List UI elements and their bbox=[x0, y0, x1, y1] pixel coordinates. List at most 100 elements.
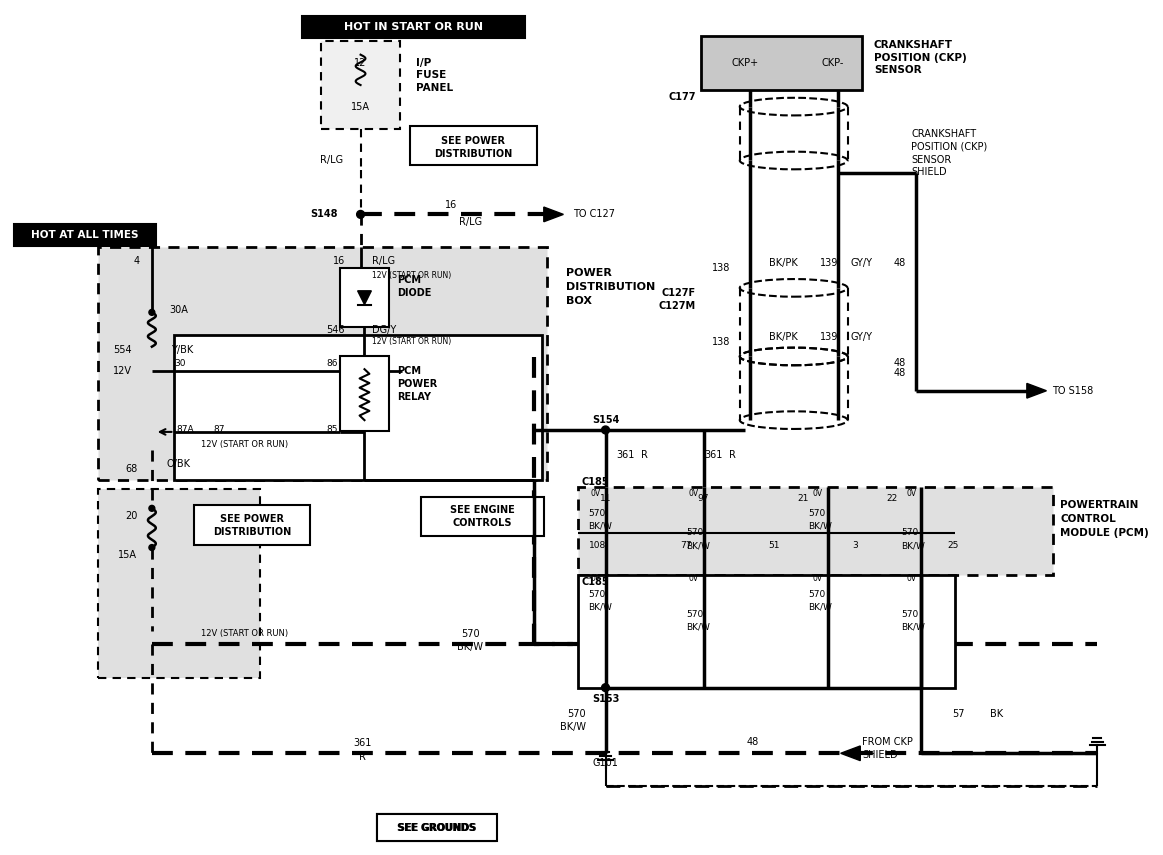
Text: 570: 570 bbox=[686, 610, 704, 619]
Text: S153: S153 bbox=[592, 694, 619, 705]
Text: 570: 570 bbox=[461, 628, 479, 639]
Text: 0V: 0V bbox=[906, 489, 916, 498]
Text: SEE POWER: SEE POWER bbox=[220, 514, 284, 524]
Bar bbox=[98, 489, 259, 678]
Text: 0V: 0V bbox=[591, 575, 600, 583]
Text: RELAY: RELAY bbox=[397, 392, 430, 402]
Text: DISTRIBUTION: DISTRIBUTION bbox=[566, 282, 656, 292]
Text: GY/Y: GY/Y bbox=[850, 258, 872, 268]
Text: 48: 48 bbox=[893, 258, 906, 268]
Text: BK/W: BK/W bbox=[808, 603, 833, 612]
Bar bbox=[14, 224, 156, 245]
Text: 30: 30 bbox=[174, 359, 186, 368]
Text: 139: 139 bbox=[820, 332, 839, 342]
Text: BOX: BOX bbox=[566, 296, 592, 305]
Text: 16: 16 bbox=[333, 256, 345, 267]
Text: 139: 139 bbox=[820, 258, 839, 268]
Text: 3: 3 bbox=[852, 541, 858, 550]
Text: 570: 570 bbox=[901, 528, 919, 537]
Text: BK/W: BK/W bbox=[587, 522, 612, 530]
Text: 87: 87 bbox=[214, 426, 226, 434]
Text: S148: S148 bbox=[311, 209, 338, 220]
Text: 361: 361 bbox=[704, 451, 722, 461]
Text: C185: C185 bbox=[582, 477, 608, 486]
Text: 570: 570 bbox=[568, 709, 586, 719]
Text: 22: 22 bbox=[886, 494, 898, 503]
Text: 16: 16 bbox=[444, 199, 457, 209]
Text: DISTRIBUTION: DISTRIBUTION bbox=[213, 527, 291, 537]
Text: 12V (START OR RUN): 12V (START OR RUN) bbox=[201, 629, 288, 638]
Text: 30A: 30A bbox=[170, 305, 188, 315]
Text: BK/W: BK/W bbox=[808, 522, 833, 530]
Text: 57: 57 bbox=[952, 709, 965, 719]
Text: HOT AT ALL TIMES: HOT AT ALL TIMES bbox=[30, 230, 138, 240]
Polygon shape bbox=[1027, 383, 1047, 398]
Text: 51: 51 bbox=[769, 541, 780, 550]
Bar bbox=[377, 814, 497, 841]
Text: C127F: C127F bbox=[662, 288, 695, 298]
Text: BK/W: BK/W bbox=[559, 722, 586, 732]
Text: PANEL: PANEL bbox=[416, 83, 454, 93]
Text: BK/W: BK/W bbox=[457, 642, 484, 652]
Circle shape bbox=[357, 210, 364, 218]
Text: TO C127: TO C127 bbox=[573, 209, 615, 220]
Circle shape bbox=[601, 426, 609, 433]
Text: FROM CKP: FROM CKP bbox=[862, 736, 913, 746]
Text: SEE ENGINE: SEE ENGINE bbox=[450, 505, 514, 516]
Text: 97: 97 bbox=[698, 494, 709, 503]
Text: 48: 48 bbox=[893, 369, 906, 378]
Text: CONTROL: CONTROL bbox=[1061, 514, 1116, 524]
Circle shape bbox=[149, 310, 155, 315]
Text: BK/W: BK/W bbox=[686, 541, 709, 550]
Text: 570: 570 bbox=[808, 509, 826, 518]
Text: 138: 138 bbox=[712, 263, 730, 274]
Text: DIODE: DIODE bbox=[397, 288, 431, 298]
Bar bbox=[340, 357, 388, 431]
Text: BK/PK: BK/PK bbox=[769, 332, 798, 342]
Text: BK/W: BK/W bbox=[901, 622, 926, 631]
Text: C185: C185 bbox=[582, 577, 608, 587]
Text: POSITION (CKP): POSITION (CKP) bbox=[912, 142, 987, 152]
Text: C127M: C127M bbox=[658, 300, 695, 310]
Text: GY/Y: GY/Y bbox=[850, 332, 872, 342]
Text: SEE GROUNDS: SEE GROUNDS bbox=[398, 823, 477, 833]
Text: 138: 138 bbox=[712, 337, 730, 347]
Text: CRANKSHAFT: CRANKSHAFT bbox=[912, 129, 977, 139]
Text: 0V: 0V bbox=[591, 489, 600, 498]
Polygon shape bbox=[544, 207, 563, 221]
Text: Y/BK: Y/BK bbox=[171, 345, 194, 355]
Text: SEE POWER: SEE POWER bbox=[441, 136, 505, 146]
Text: POWER: POWER bbox=[397, 379, 437, 389]
Text: TO S158: TO S158 bbox=[1053, 386, 1093, 396]
Text: 0V: 0V bbox=[813, 575, 823, 583]
Text: 570: 570 bbox=[686, 528, 704, 537]
Text: CRANKSHAFT: CRANKSHAFT bbox=[875, 40, 952, 50]
Polygon shape bbox=[358, 291, 371, 304]
Text: CKP+: CKP+ bbox=[732, 57, 758, 68]
Text: 570: 570 bbox=[587, 590, 605, 599]
Text: SHIELD: SHIELD bbox=[862, 750, 898, 760]
Text: R/LG: R/LG bbox=[372, 256, 395, 267]
Text: CONTROLS: CONTROLS bbox=[452, 518, 512, 528]
Text: S154: S154 bbox=[592, 416, 619, 425]
Text: BK/W: BK/W bbox=[901, 541, 926, 550]
Text: SEE GROUNDS: SEE GROUNDS bbox=[397, 823, 476, 833]
Text: R/LG: R/LG bbox=[458, 217, 481, 227]
Text: POSITION (CKP): POSITION (CKP) bbox=[875, 53, 966, 62]
Text: 12V (START OR RUN): 12V (START OR RUN) bbox=[372, 337, 451, 346]
Text: 21: 21 bbox=[798, 494, 809, 503]
Text: 361: 361 bbox=[354, 739, 372, 748]
Text: 68: 68 bbox=[124, 464, 137, 475]
Text: CKP-: CKP- bbox=[821, 57, 844, 68]
Text: 15A: 15A bbox=[351, 102, 370, 112]
Text: O/BK: O/BK bbox=[166, 459, 191, 469]
Text: R: R bbox=[641, 451, 648, 461]
Text: HOT IN START OR RUN: HOT IN START OR RUN bbox=[344, 22, 483, 32]
Text: 77: 77 bbox=[680, 541, 692, 550]
Polygon shape bbox=[841, 746, 861, 761]
Text: 570: 570 bbox=[808, 590, 826, 599]
Text: 0V: 0V bbox=[813, 489, 823, 498]
Text: 87A: 87A bbox=[177, 426, 194, 434]
Text: PCM: PCM bbox=[397, 366, 421, 376]
Text: G101: G101 bbox=[593, 758, 619, 768]
